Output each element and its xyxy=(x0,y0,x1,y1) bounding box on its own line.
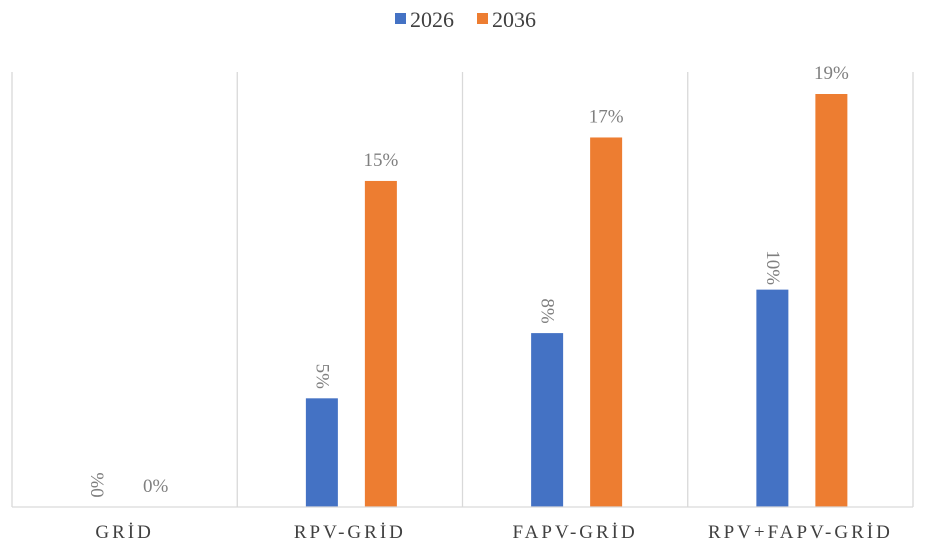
bar-2036-4 xyxy=(815,94,848,507)
legend-label-2026: 2026 xyxy=(410,7,454,32)
legend-swatch-2036 xyxy=(477,13,488,24)
category-label-1: GRİD xyxy=(95,522,153,543)
data-label-2026-3: 8% xyxy=(537,298,558,324)
data-label-2026-1: %0 xyxy=(86,472,107,497)
legend: 2026 2036 xyxy=(395,7,536,32)
data-labels: %0 0% 5% 15% 8% 17% 10% 19% xyxy=(86,63,849,498)
bar-2036-2 xyxy=(364,180,397,507)
data-label-2026-4: 10% xyxy=(762,250,783,285)
bar-2026-4 xyxy=(756,289,789,507)
data-label-2036-3: 17% xyxy=(589,106,624,127)
data-label-2036-2: 15% xyxy=(363,150,398,171)
category-separators xyxy=(11,72,914,507)
data-label-2036-1: 0% xyxy=(143,476,169,497)
bar-2026-2 xyxy=(305,398,338,507)
category-label-4: RPV+FAPV-GRİD xyxy=(708,522,893,543)
bars xyxy=(305,94,848,507)
data-label-2036-4: 19% xyxy=(814,63,849,84)
legend-label-2036: 2036 xyxy=(492,7,536,32)
legend-swatch-2026 xyxy=(395,13,406,24)
category-labels: GRİD RPV-GRİD FAPV-GRİD RPV+FAPV-GRİD xyxy=(95,522,893,543)
bar-2026-3 xyxy=(531,333,564,507)
category-label-3: FAPV-GRİD xyxy=(513,522,638,543)
bar-2036-3 xyxy=(590,137,623,507)
data-label-2026-2: 5% xyxy=(311,364,332,390)
category-label-2: RPV-GRİD xyxy=(294,522,406,543)
